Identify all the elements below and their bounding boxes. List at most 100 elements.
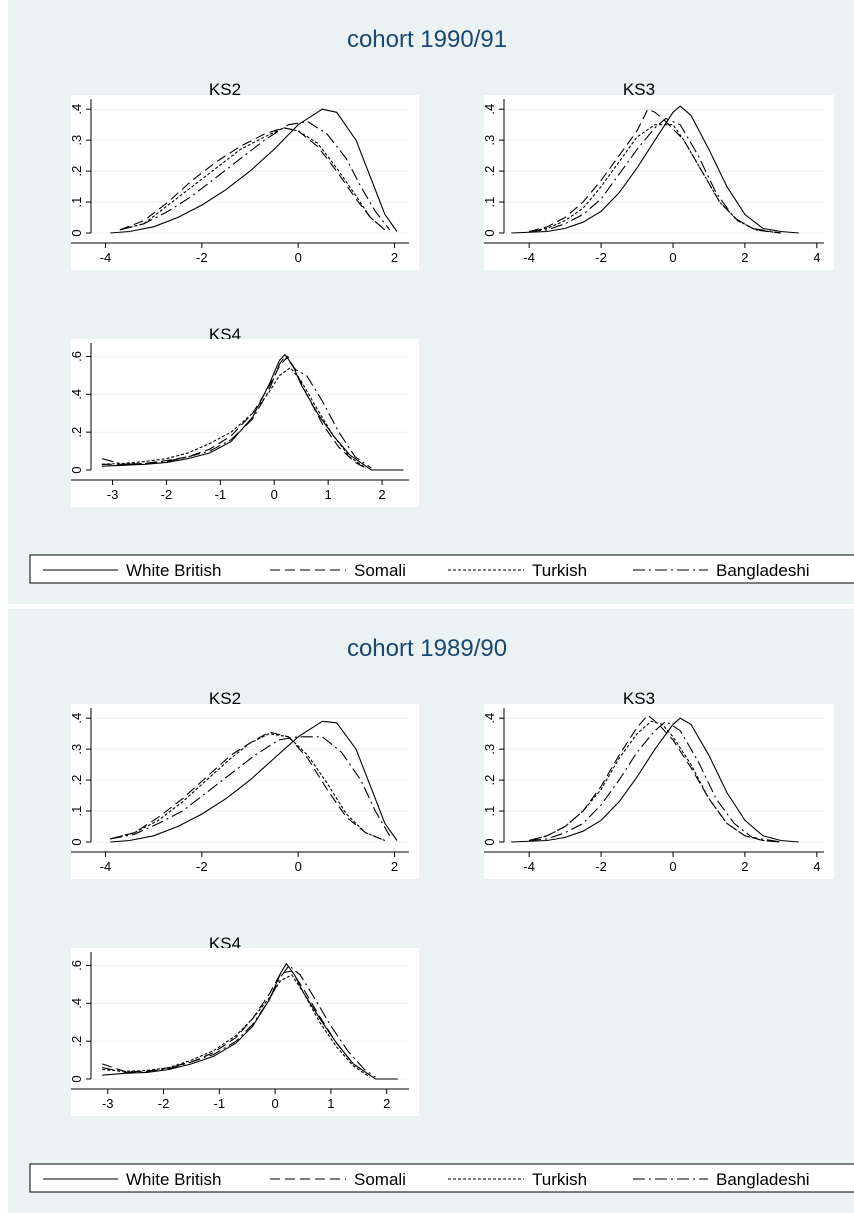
y-tick-label: .3 — [69, 744, 84, 755]
y-tick-label: .2 — [69, 166, 84, 177]
legend-label: Bangladeshi — [716, 1170, 810, 1189]
y-tick-label: .2 — [482, 166, 497, 177]
figure-cohort-1-svg: cohort 1990/91 KS2 0 .1 .2 .3 .4 -4 -2 0 2 KS3 0 .1 .2… — [8, 0, 854, 604]
legend-label: Turkish — [532, 1170, 587, 1189]
x-tick-label: -2 — [158, 1096, 170, 1111]
y-tick-label: .2 — [69, 1036, 84, 1047]
y-tick-label: .1 — [69, 806, 84, 817]
series-line-bangladeshi — [110, 736, 391, 840]
legend-label: Turkish — [532, 561, 587, 580]
x-tick-label: 0 — [295, 250, 302, 265]
series-line-turkish — [119, 127, 386, 231]
plot-area — [484, 704, 834, 879]
y-tick-label: .2 — [482, 775, 497, 786]
legend: White British Somali Turkish Bangladeshi — [29, 1163, 854, 1193]
series-line-white-british — [511, 717, 799, 843]
x-tick-label: -1 — [215, 487, 227, 502]
figure-cohort-1: cohort 1990/91 KS2 0 .1 .2 .3 .4 -4 -2 0 2 KS3 0 .1 .2… — [8, 0, 854, 604]
y-tick-label: .6 — [69, 960, 84, 971]
series-line-somali — [110, 731, 386, 842]
x-tick-label: -4 — [523, 859, 535, 874]
series-line-somali — [101, 355, 367, 469]
panel-ks2: KS2 0 .1 .2 .3 .4 -4 -2 0 2 — [69, 689, 419, 879]
x-tick-label: -4 — [523, 250, 535, 265]
series-line-bangladeshi — [119, 121, 391, 231]
series-line-somali — [102, 970, 371, 1076]
series-line-turkish — [102, 974, 371, 1078]
x-tick-label: -2 — [196, 859, 208, 874]
y-tick-label: 0 — [482, 838, 497, 845]
y-tick-label: .6 — [69, 351, 84, 362]
cohort-title: cohort 1989/90 — [347, 635, 507, 662]
panel-title: KS3 — [623, 689, 655, 708]
x-tick-label: -2 — [196, 250, 208, 265]
series-line-bangladeshi — [529, 720, 781, 843]
x-tick-label: -2 — [595, 859, 607, 874]
y-tick-label: .1 — [482, 197, 497, 208]
plot-area — [71, 704, 419, 879]
panel-title: KS3 — [623, 80, 655, 99]
figure-cohort-2-svg: cohort 1989/90 KS2 0 .1 .2 .3 .4 -4 -2 0 2 KS3 0 .1 .2… — [8, 609, 854, 1213]
x-tick-label: 4 — [813, 859, 820, 874]
y-tick-label: .4 — [482, 713, 497, 724]
y-tick-label: 0 — [69, 466, 84, 473]
plot-area — [484, 95, 834, 270]
series-line-bangladeshi — [102, 964, 376, 1078]
x-tick-label: 2 — [383, 1096, 390, 1111]
panel-title: KS2 — [209, 80, 241, 99]
series-line-white-british — [110, 108, 398, 234]
y-tick-label: .3 — [482, 744, 497, 755]
x-tick-label: -3 — [102, 1096, 114, 1111]
panel-ks3: KS3 0 .1 .2 .3 .4 -4 -2 0 2 4 — [482, 689, 834, 879]
series-line-somali — [119, 127, 386, 231]
legend: White British Somali Turkish Bangladeshi — [29, 554, 854, 584]
y-tick-label: .3 — [69, 135, 84, 146]
series-line-turkish — [529, 720, 781, 843]
x-tick-label: 2 — [378, 487, 385, 502]
y-tick-label: 0 — [482, 229, 497, 236]
series-line-bangladeshi — [529, 117, 781, 234]
cohort-title: cohort 1990/91 — [347, 26, 507, 53]
x-tick-label: 0 — [271, 487, 278, 502]
x-tick-label: -2 — [161, 487, 173, 502]
y-tick-label: .4 — [69, 998, 84, 1009]
figure-cohort-2: cohort 1989/90 KS2 0 .1 .2 .3 .4 -4 -2 0 2 KS3 0 .1 .2… — [8, 609, 854, 1213]
plot-area — [71, 339, 419, 507]
series-line-white-british — [511, 105, 799, 234]
x-tick-label: 0 — [669, 250, 676, 265]
legend-label: White British — [126, 561, 221, 580]
y-tick-label: .3 — [482, 135, 497, 146]
y-tick-label: 0 — [69, 838, 84, 845]
x-tick-label: 1 — [325, 487, 332, 502]
x-tick-label: -4 — [100, 859, 112, 874]
x-tick-label: 2 — [741, 250, 748, 265]
y-tick-label: 0 — [69, 1075, 84, 1082]
legend-label: Somali — [354, 561, 406, 580]
y-tick-label: .4 — [69, 389, 84, 400]
plot-area — [71, 948, 419, 1116]
legend-box — [29, 554, 854, 584]
y-tick-label: .1 — [482, 806, 497, 817]
y-tick-label: .4 — [482, 104, 497, 115]
x-tick-label: 0 — [295, 859, 302, 874]
series-line-white-british — [101, 353, 404, 471]
y-tick-label: .4 — [69, 104, 84, 115]
x-tick-label: 4 — [813, 250, 820, 265]
legend-label: Somali — [354, 1170, 406, 1189]
x-tick-label: 0 — [271, 1096, 278, 1111]
x-tick-label: -1 — [214, 1096, 226, 1111]
series-line-turkish — [110, 733, 386, 842]
y-tick-label: .4 — [69, 713, 84, 724]
legend-label: White British — [126, 1170, 221, 1189]
x-tick-label: -4 — [100, 250, 112, 265]
y-tick-label: 0 — [69, 229, 84, 236]
panel-ks3: KS3 0 .1 .2 .3 .4 -4 -2 0 2 4 — [482, 80, 834, 270]
x-tick-label: 2 — [391, 250, 398, 265]
legend-box — [29, 1163, 854, 1193]
x-tick-label: 1 — [327, 1096, 334, 1111]
series-line-white-british — [102, 962, 398, 1080]
panel-title: KS2 — [209, 689, 241, 708]
y-tick-label: .2 — [69, 775, 84, 786]
